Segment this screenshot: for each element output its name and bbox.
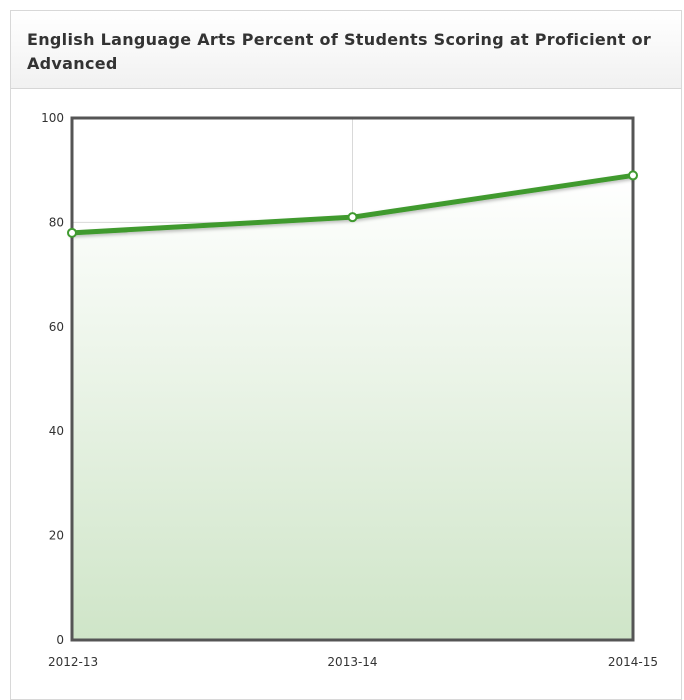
plot-frame: [70, 116, 635, 642]
y-tick-label: 0: [56, 633, 64, 647]
panel-header: English Language Arts Percent of Student…: [11, 11, 681, 89]
x-tick-label: 2013-14: [327, 655, 377, 669]
y-tick-label: 100: [41, 111, 64, 125]
y-tick-label: 20: [49, 529, 64, 543]
y-tick-label: 60: [49, 320, 64, 334]
series-area: [72, 175, 633, 641]
data-point[interactable]: [628, 170, 638, 181]
data-point[interactable]: [67, 227, 77, 238]
x-tick-label: 2014-15: [608, 655, 658, 669]
y-tick-label: 40: [49, 424, 64, 438]
data-point[interactable]: [347, 212, 358, 223]
y-tick-label: 80: [49, 215, 64, 229]
x-tick-label: 2012-13: [48, 655, 98, 669]
chart-title: English Language Arts Percent of Student…: [27, 30, 652, 73]
